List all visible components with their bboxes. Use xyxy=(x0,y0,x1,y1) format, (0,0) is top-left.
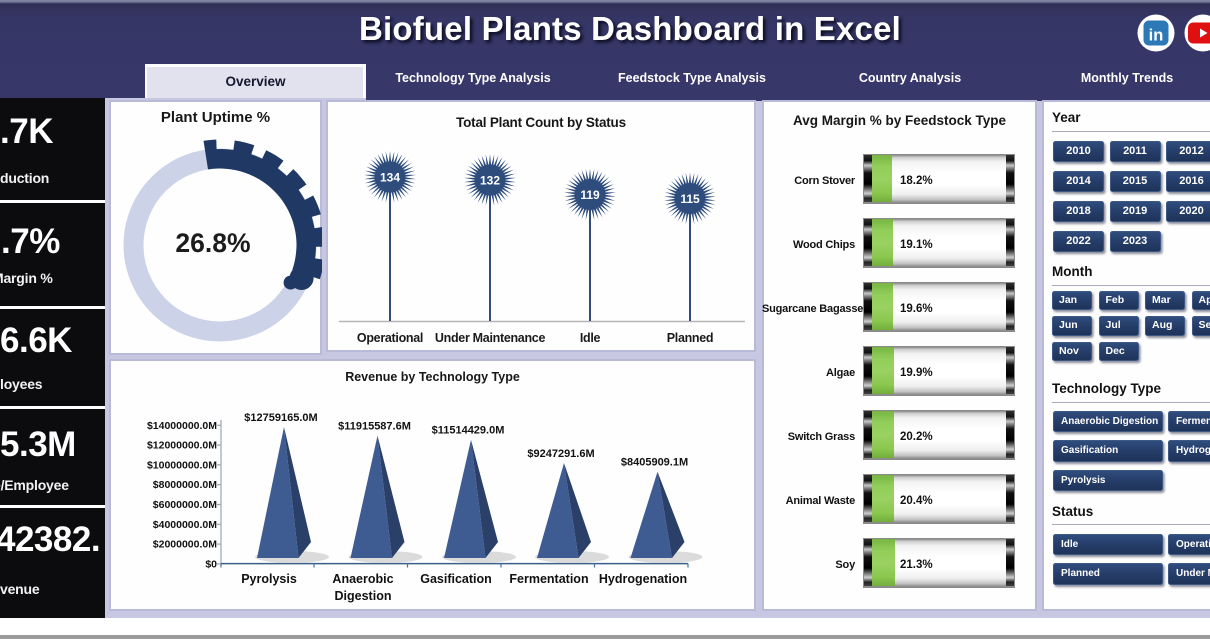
svg-text:134: 134 xyxy=(380,171,400,185)
svg-text:Pyrolysis: Pyrolysis xyxy=(241,572,297,586)
svg-text:Gasification: Gasification xyxy=(420,572,492,586)
svg-text:Digestion: Digestion xyxy=(335,589,392,603)
svg-text:$12759165.0M: $12759165.0M xyxy=(244,412,317,424)
svg-text:Planned: Planned xyxy=(667,331,714,345)
svg-text:$14000000.0M: $14000000.0M xyxy=(147,420,217,432)
svg-text:Operational: Operational xyxy=(357,331,423,345)
svg-text:$2000000.0M: $2000000.0M xyxy=(153,539,217,551)
svg-text:119: 119 xyxy=(580,188,600,202)
svg-text:Under Maintenance: Under Maintenance xyxy=(435,331,546,345)
svg-text:$9247291.6M: $9247291.6M xyxy=(527,448,594,460)
svg-text:$11514429.0M: $11514429.0M xyxy=(432,425,505,437)
svg-text:$12000000.0M: $12000000.0M xyxy=(147,440,217,452)
svg-text:$11915587.6M: $11915587.6M xyxy=(338,421,411,433)
svg-text:26.8%: 26.8% xyxy=(175,228,250,258)
svg-text:$8405909.1M: $8405909.1M xyxy=(621,457,688,469)
svg-text:Hydrogenation: Hydrogenation xyxy=(599,572,687,586)
svg-text:Fermentation: Fermentation xyxy=(509,572,588,586)
svg-text:$4000000.0M: $4000000.0M xyxy=(153,519,217,531)
svg-text:132: 132 xyxy=(480,174,500,188)
svg-text:$0: $0 xyxy=(205,558,217,570)
svg-text:$8000000.0M: $8000000.0M xyxy=(153,479,217,491)
svg-text:Idle: Idle xyxy=(580,331,601,345)
svg-text:in: in xyxy=(1149,27,1164,45)
svg-text:$10000000.0M: $10000000.0M xyxy=(147,459,217,471)
svg-text:$6000000.0M: $6000000.0M xyxy=(153,499,217,511)
svg-text:115: 115 xyxy=(680,192,700,206)
svg-text:Anaerobic: Anaerobic xyxy=(332,572,393,586)
